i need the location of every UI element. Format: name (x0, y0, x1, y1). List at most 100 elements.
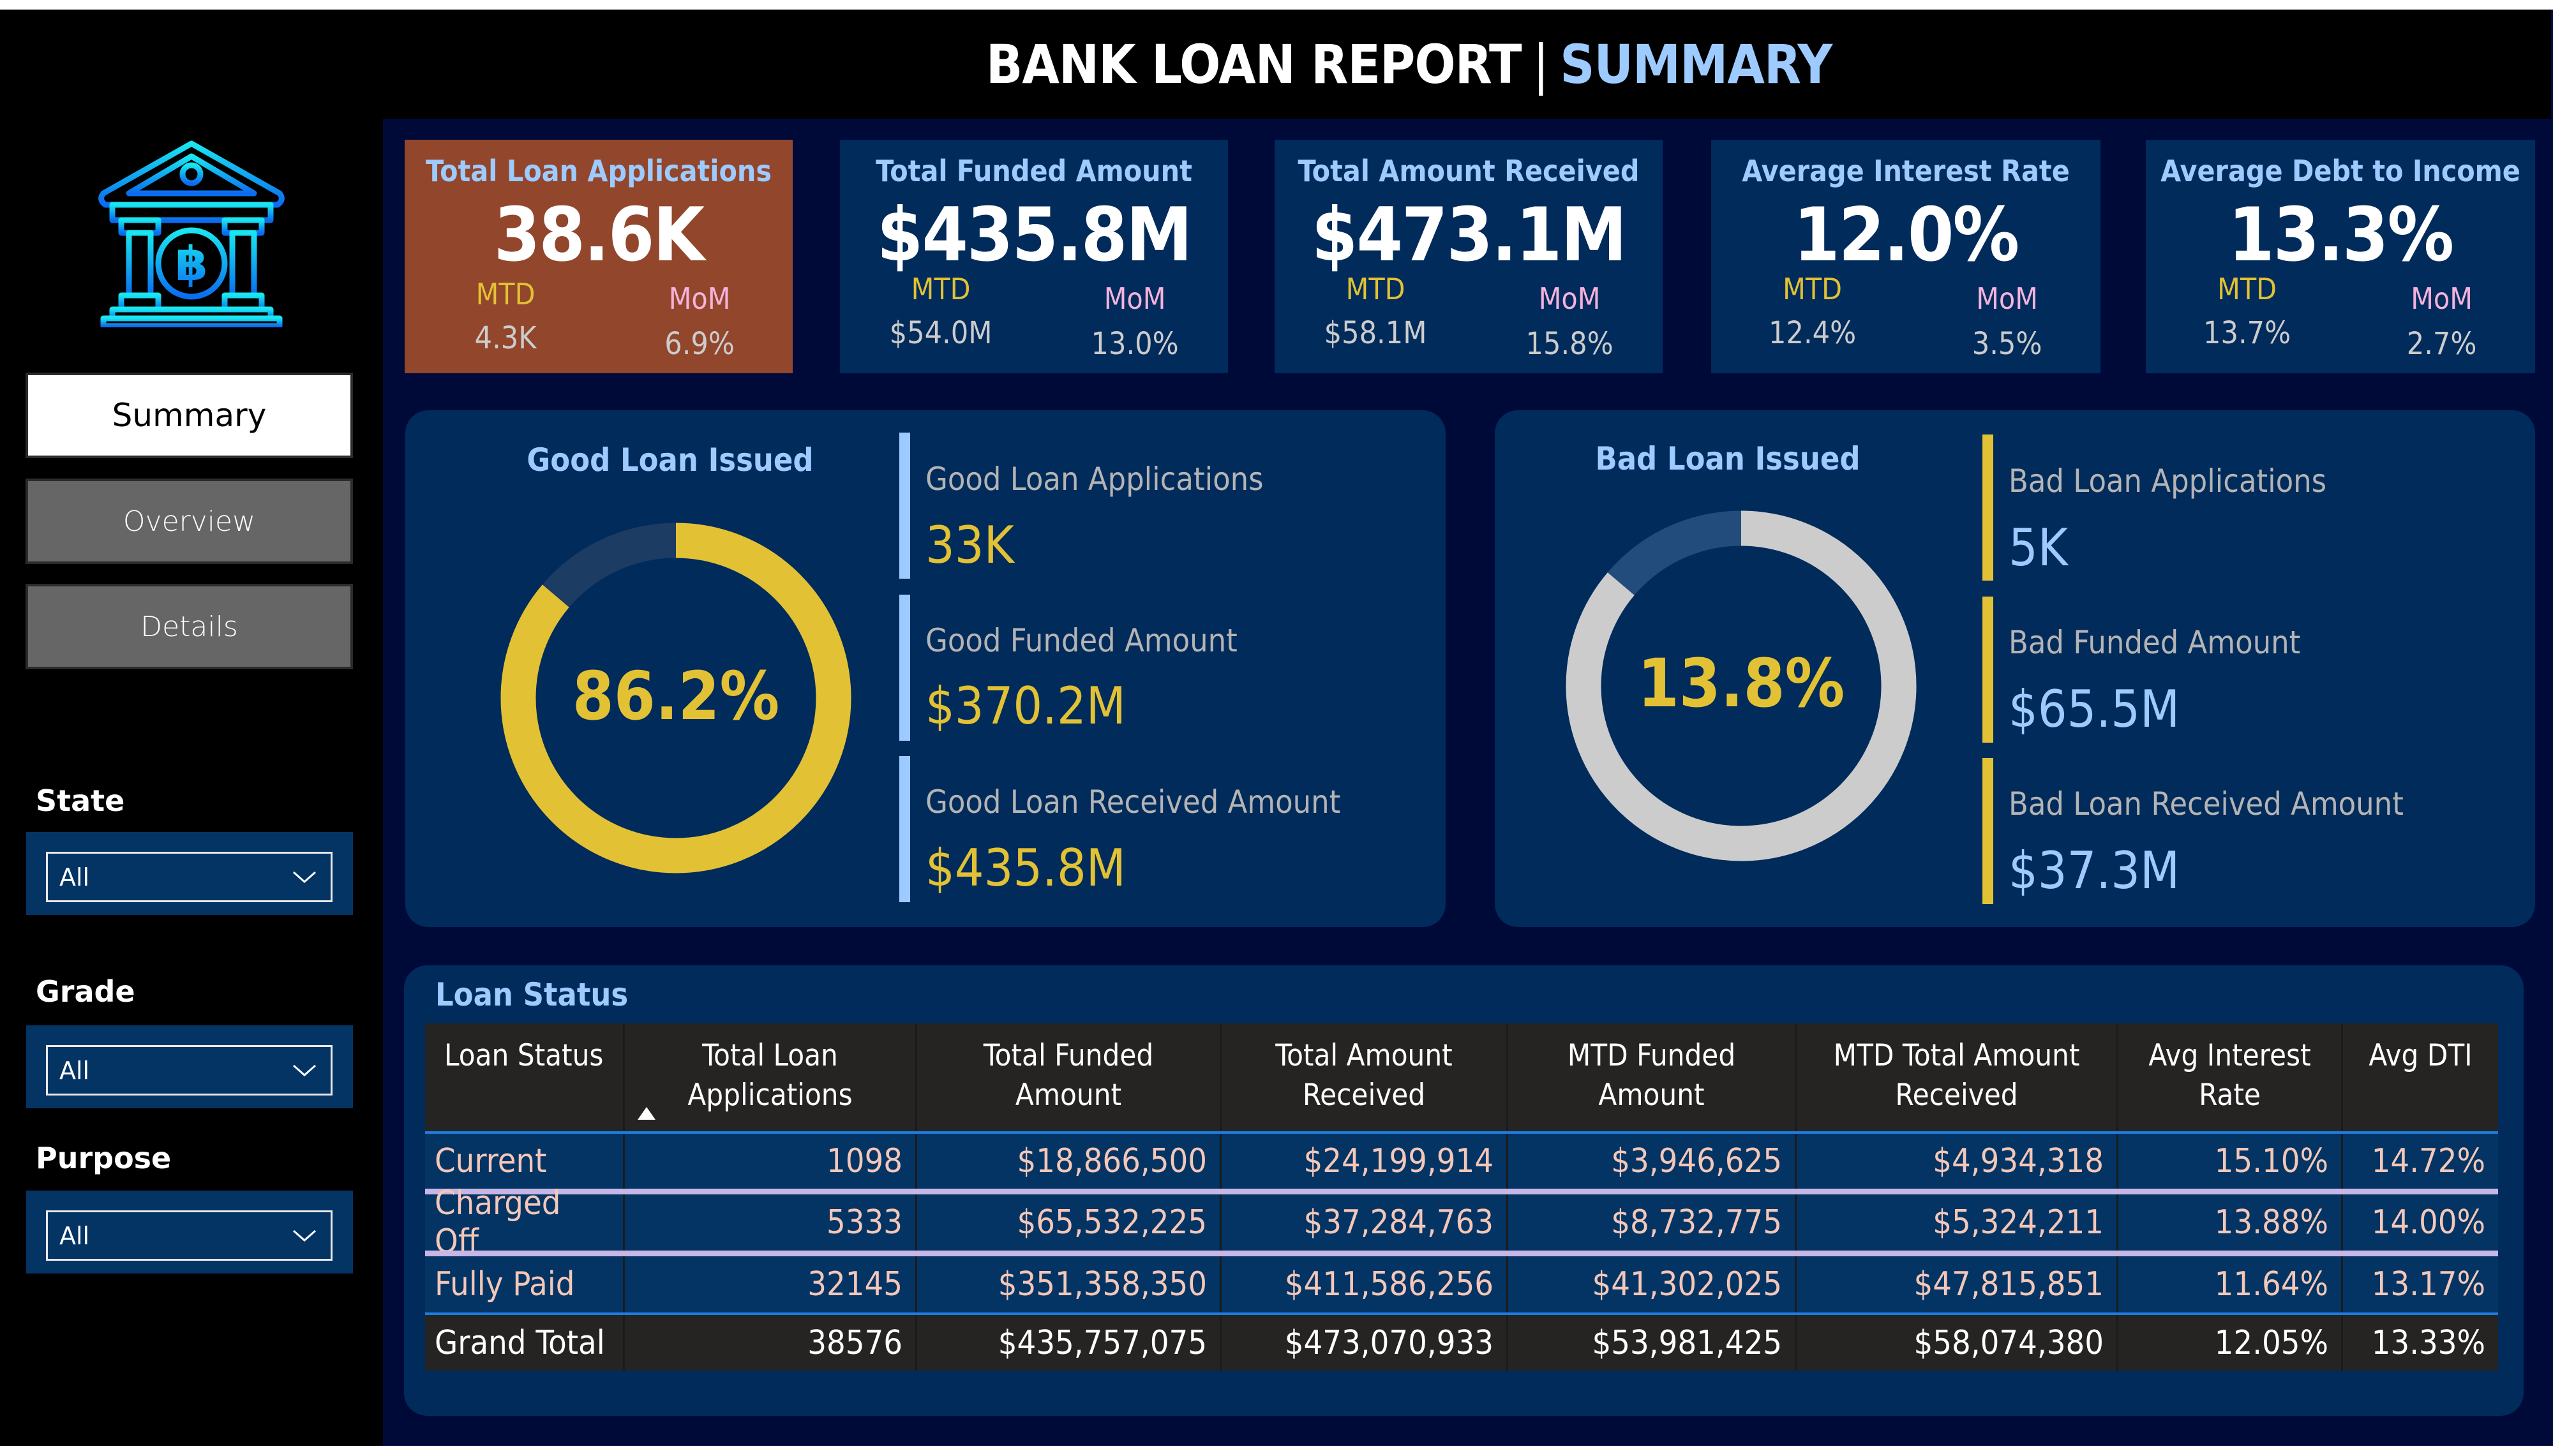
nav-details-label: Details (140, 610, 238, 643)
cell-total-amount-received: $411,586,256 (1222, 1256, 1508, 1312)
table-row: Fully Paid 32145 $351,358,350 $411,586,2… (425, 1256, 2498, 1312)
nav-details-button[interactable]: Details (26, 584, 353, 669)
header-divider (425, 1131, 2498, 1134)
column-header-total-funded-amount[interactable]: Total Funded Amount (917, 1023, 1222, 1131)
title-accent: SUMMARY (1560, 33, 1832, 96)
bad-loan-title: Bad Loan Issued (1595, 440, 1860, 477)
total-divider (425, 1312, 2498, 1315)
good-loan-title: Good Loan Issued (527, 442, 814, 479)
bad-stat-divider (1982, 758, 1993, 904)
kpi-title: Total Loan Applications (425, 154, 772, 188)
bad-funded-amount-value: $65.5M (2009, 680, 2180, 739)
column-header-mtd-funded-amount[interactable]: MTD Funded Amount (1508, 1023, 1797, 1131)
good-loan-received-label: Good Loan Received Amount (925, 784, 1341, 821)
bad-stat-divider (1982, 597, 1993, 743)
bank-bitcoin-icon: ฿ (96, 136, 287, 329)
kpi-mom-label: MoM (1976, 281, 2038, 316)
nav-summary-label: Summary (112, 397, 267, 434)
kpi-title: Total Funded Amount (876, 154, 1192, 188)
cell-total-amount-received: $37,284,763 (1222, 1194, 1508, 1251)
title-main: BANK LOAN REPORT (985, 33, 1522, 96)
cell-avg-dti: 14.72% (2371, 1142, 2485, 1180)
bad-loan-received-value: $37.3M (2009, 841, 2180, 900)
cell-total-amount-received: $24,199,914 (1222, 1134, 1508, 1189)
kpi-value: 12.0% (1793, 192, 2019, 278)
cell-avg-interest-rate: 11.64% (2118, 1256, 2343, 1312)
kpi-mom-value: 13.0% (1091, 326, 1179, 362)
grade-dropdown[interactable]: All (46, 1045, 333, 1096)
cell-total-loan-applications: 1098 (625, 1134, 917, 1189)
grade-filter-label: Grade (36, 974, 135, 1009)
column-header-loan-status[interactable]: Loan Status (425, 1023, 625, 1131)
cell-mtd-funded-amount: $8,732,775 (1508, 1194, 1797, 1251)
column-header-total-loan-applications[interactable]: Total Loan Applications (625, 1023, 917, 1131)
cell-mtd-total-amount-received: $4,934,318 (1797, 1134, 2118, 1189)
purpose-dropdown[interactable]: All (46, 1210, 333, 1261)
purpose-dropdown-value: All (59, 1221, 90, 1250)
bad-loan-received-label: Bad Loan Received Amount (2009, 785, 2404, 822)
cell-total-funded-amount: $65,532,225 (917, 1194, 1222, 1251)
kpi-mom-label: MoM (2411, 281, 2473, 316)
cell-total-funded-amount: $18,866,500 (917, 1134, 1222, 1189)
cell-mtd-funded-amount: $53,981,425 (1508, 1315, 1797, 1371)
kpi-total-amount-received: Total Amount Received $473.1M MTD MoM $5… (1275, 140, 1663, 373)
good-loan-donut-chart (500, 523, 851, 873)
cell-mtd-total-amount-received: $58,074,380 (1797, 1315, 2118, 1371)
column-header-avg-interest-rate[interactable]: Avg Interest Rate (2118, 1023, 2343, 1131)
column-header-avg-dti[interactable]: Avg DTI (2369, 1038, 2473, 1073)
kpi-total-funded-amount: Total Funded Amount $435.8M MTD MoM $54.… (840, 140, 1228, 373)
kpi-mom-label: MoM (668, 281, 731, 316)
good-stat-divider (899, 433, 910, 579)
state-dropdown-value: All (59, 863, 90, 891)
svg-text:฿: ฿ (175, 237, 208, 292)
chevron-down-icon (293, 1229, 316, 1242)
cell-avg-dti: 14.00% (2371, 1203, 2485, 1242)
chevron-down-icon (293, 871, 316, 883)
cell-mtd-funded-amount: $3,946,625 (1508, 1134, 1797, 1189)
bad-stat-divider (1982, 435, 1993, 581)
page-title: BANK LOAN REPORT | SUMMARY (0, 10, 2553, 119)
cell-avg-interest-rate: 12.05% (2118, 1315, 2343, 1371)
good-loan-received-value: $435.8M (925, 838, 1126, 898)
kpi-mom-value: 15.8% (1525, 326, 1613, 362)
title-separator: | (1532, 33, 1550, 96)
kpi-value: 38.6K (493, 192, 705, 278)
bad-loan-percent: 13.8% (1637, 644, 1845, 722)
nav-overview-button[interactable]: Overview (26, 479, 353, 564)
column-header-total-amount-received[interactable]: Total Amount Received (1222, 1023, 1508, 1131)
purpose-filter: All (26, 1191, 353, 1274)
nav-summary-button[interactable]: Summary (26, 373, 353, 458)
kpi-mom-value: 6.9% (664, 326, 735, 362)
grade-dropdown-value: All (59, 1056, 90, 1085)
cell-mtd-total-amount-received: $47,815,851 (1797, 1256, 2118, 1312)
column-header-mtd-total-amount-received[interactable]: MTD Total Amount Received (1797, 1023, 2118, 1131)
kpi-value: $473.1M (1311, 192, 1628, 278)
kpi-mtd-label: MTD (2217, 272, 2277, 306)
state-filter-label: State (36, 784, 125, 818)
kpi-title: Total Amount Received (1298, 154, 1640, 188)
good-loan-applications-value: 33K (925, 516, 1014, 575)
kpi-mtd-value: 12.4% (1769, 315, 1857, 351)
table-header-row: Loan Status Total Loan Applications Tota… (425, 1023, 2498, 1131)
loan-status-title: Loan Status (435, 976, 629, 1013)
state-dropdown[interactable]: All (46, 852, 333, 902)
cell-loan-status: Fully Paid (425, 1256, 625, 1312)
kpi-mom-label: MoM (1538, 281, 1601, 316)
kpi-mom-label: MoM (1104, 281, 1166, 316)
header-bar (0, 10, 2551, 119)
kpi-mtd-value: $54.0M (889, 315, 992, 351)
cell-mtd-total-amount-received: $5,324,211 (1797, 1194, 2118, 1251)
good-funded-amount-value: $370.2M (925, 676, 1126, 736)
good-stat-divider (899, 595, 910, 741)
table-row: Current 1098 $18,866,500 $24,199,914 $3,… (425, 1134, 2498, 1189)
kpi-mtd-value: $58.1M (1324, 315, 1427, 351)
cell-loan-status: Charged Off (425, 1184, 625, 1261)
bad-loan-donut-chart (1566, 510, 1917, 861)
cell-avg-dti: 13.17% (2371, 1265, 2485, 1304)
kpi-title: Average Debt to Income (2160, 154, 2520, 188)
kpi-average-interest-rate: Average Interest Rate 12.0% MTD MoM 12.4… (1711, 140, 2100, 373)
kpi-value: $435.8M (876, 192, 1193, 278)
kpi-mtd-label: MTD (1345, 272, 1405, 306)
cell-avg-interest-rate: 13.88% (2118, 1194, 2343, 1251)
cell-total-loan-applications: 5333 (625, 1194, 917, 1251)
